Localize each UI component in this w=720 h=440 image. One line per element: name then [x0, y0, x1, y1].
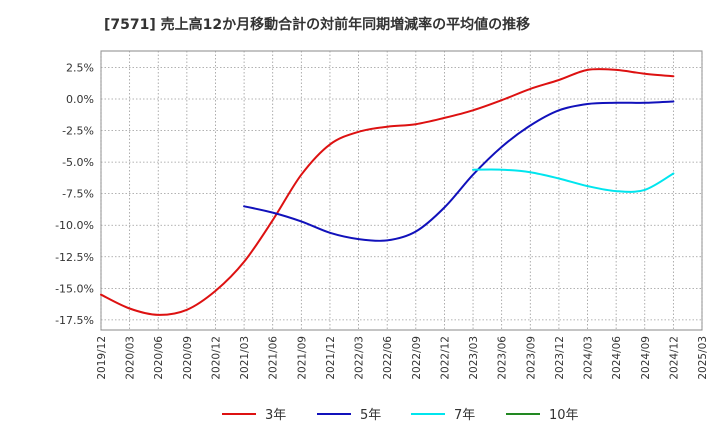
chart-title: [7571] 売上高12か月移動合計の対前年同期増減率の平均値の推移 — [104, 17, 531, 33]
y-tick-label: -12.5% — [55, 251, 94, 264]
x-tick-label: 2025/03 — [697, 336, 709, 380]
x-tick-label: 2021/06 — [268, 336, 280, 380]
x-tick-label: 2022/03 — [354, 336, 366, 380]
x-tick-label: 2023/12 — [554, 336, 566, 380]
series-line-1 — [100, 68, 675, 316]
y-tick-label: -10.0% — [55, 219, 94, 232]
y-tick-label: 0.0% — [66, 93, 94, 106]
y-tick-label: -5.0% — [62, 156, 94, 169]
x-tick-label: 2024/06 — [611, 336, 623, 380]
x-tick-label: 2020/09 — [182, 336, 194, 380]
x-tick-label: 2021/09 — [296, 336, 308, 380]
x-tick-label: 2022/06 — [382, 336, 394, 380]
y-tick-label: 2.5% — [66, 61, 94, 74]
legend-label: 10年 — [549, 408, 579, 423]
x-tick-label: 2024/12 — [668, 336, 680, 380]
x-tick-label: 2021/03 — [239, 336, 251, 380]
x-tick-label: 2019/12 — [96, 336, 108, 380]
x-tick-label: 2024/09 — [640, 336, 652, 380]
y-tick-label: -7.5% — [62, 188, 94, 201]
x-tick-label: 2022/09 — [411, 336, 423, 380]
y-tick-label: -2.5% — [62, 125, 94, 138]
x-tick-label: 2021/12 — [325, 336, 337, 380]
x-tick-label: 2020/03 — [125, 336, 137, 380]
x-tick-label: 2023/09 — [525, 336, 537, 380]
x-tick-label: 2020/06 — [153, 336, 165, 380]
legend-label: 3年 — [265, 408, 286, 423]
plot-area — [100, 50, 703, 331]
y-tick-label: -17.5% — [55, 314, 94, 327]
x-tick-label: 2023/03 — [468, 336, 480, 380]
x-tick-label: 2024/03 — [583, 336, 595, 380]
x-tick-label: 2020/12 — [210, 336, 222, 380]
x-tick-label: 2023/06 — [497, 336, 509, 380]
legend-label: 5年 — [360, 408, 381, 423]
legend-label: 7年 — [454, 408, 475, 423]
series-line-2 — [243, 100, 675, 242]
series-line-3 — [472, 168, 675, 193]
y-tick-label: -15.0% — [55, 282, 94, 295]
x-tick-label: 2022/12 — [439, 336, 451, 380]
